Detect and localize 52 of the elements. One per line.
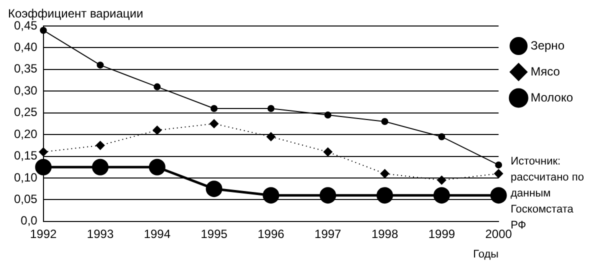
point: [266, 132, 276, 142]
legend-label: Зерно: [530, 38, 565, 52]
legend-label: Мясо: [530, 64, 560, 78]
point: [320, 187, 336, 204]
y-tick-label: 0,25: [14, 105, 38, 120]
y-tick-label: 0,45: [14, 18, 38, 32]
point: [381, 118, 388, 126]
point: [40, 26, 47, 34]
point: [35, 158, 52, 176]
y-tick-label: 0,05: [14, 192, 38, 206]
point: [262, 187, 280, 204]
legend-label: Молоко: [530, 90, 574, 104]
point: [376, 187, 394, 204]
point: [206, 180, 222, 198]
y-tick-label: 0,10: [14, 170, 38, 184]
x-tick-label: 1996: [258, 226, 285, 241]
point: [210, 119, 219, 128]
point: [267, 105, 274, 112]
point: [433, 187, 450, 204]
y-tick-label: 0,30: [14, 83, 38, 98]
point: [96, 62, 104, 69]
text: Источник: рассчитано по данным Госкомстата РФ: [510, 156, 584, 232]
x-tick-label: 1994: [144, 226, 171, 241]
y-axis-title: Коэффициент вариации: [8, 6, 144, 20]
point: [324, 112, 332, 119]
point: [380, 169, 390, 178]
x-axis-title: Годы: [473, 248, 499, 260]
point: [437, 176, 446, 185]
x-tick-label: 2000: [485, 226, 512, 241]
x-tick-label: 1999: [428, 226, 456, 241]
point: [96, 140, 105, 150]
point: [490, 187, 507, 204]
y-tick-label: 0,0: [20, 214, 38, 228]
point: [154, 83, 161, 90]
point: [152, 126, 162, 135]
point: [38, 147, 48, 156]
point: [495, 161, 502, 168]
x-tick-label: 1998: [371, 226, 398, 241]
y-tick-label: 0,15: [14, 148, 38, 163]
point: [494, 169, 504, 178]
point: [148, 158, 166, 176]
point: [323, 147, 332, 156]
x-tick-label: 1992: [30, 226, 58, 241]
y-tick-label: 0,20: [14, 126, 38, 141]
x-tick-label: 1993: [86, 226, 114, 241]
point: [210, 105, 218, 112]
x-tick-label: 1995: [200, 226, 228, 241]
point: [438, 133, 446, 140]
y-tick-label: 0,35: [14, 62, 38, 76]
point: [92, 158, 109, 176]
x-tick-label: 1997: [314, 226, 342, 241]
y-tick-label: 0,40: [14, 40, 38, 54]
